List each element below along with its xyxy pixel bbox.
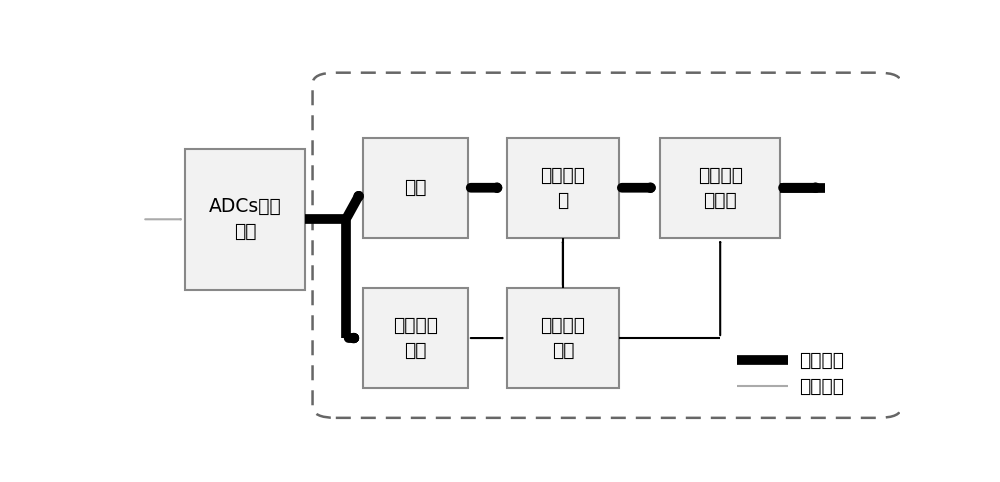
Text: 串行信号: 串行信号 xyxy=(799,377,844,396)
Text: 多余采样
点去除: 多余采样 点去除 xyxy=(698,166,743,210)
FancyBboxPatch shape xyxy=(660,138,780,238)
Text: 并行信号: 并行信号 xyxy=(799,351,844,370)
FancyBboxPatch shape xyxy=(185,149,305,290)
Text: ADCs并行
采样: ADCs并行 采样 xyxy=(209,197,282,241)
Text: 数字插值
器: 数字插值 器 xyxy=(540,166,585,210)
Text: 插值系数
转换: 插值系数 转换 xyxy=(540,316,585,360)
Text: 延时: 延时 xyxy=(404,178,427,197)
FancyBboxPatch shape xyxy=(507,138,619,238)
FancyBboxPatch shape xyxy=(507,288,619,388)
Text: 定时误差
估计: 定时误差 估计 xyxy=(393,316,438,360)
FancyBboxPatch shape xyxy=(363,288,468,388)
FancyBboxPatch shape xyxy=(363,138,468,238)
